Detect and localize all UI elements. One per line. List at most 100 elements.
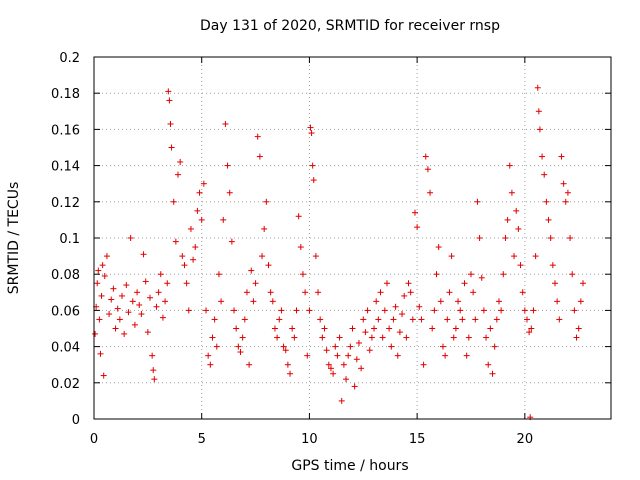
data-point: [360, 316, 367, 323]
data-point: [519, 289, 526, 296]
data-point: [358, 365, 365, 372]
axis-ticks: [93, 56, 611, 420]
data-point: [448, 253, 455, 260]
data-point: [394, 352, 401, 359]
data-point: [338, 397, 345, 404]
data-point: [140, 251, 147, 258]
x-tick-label: 20: [517, 432, 534, 447]
y-tick-labels: 0 0.02 0.04 0.06 0.08 0.1 0.12 0.14 0.16 0.18 0.2: [51, 51, 80, 428]
data-point: [564, 189, 571, 196]
data-point: [345, 352, 352, 359]
data-point: [450, 334, 457, 341]
data-point: [562, 198, 569, 205]
data-point: [284, 361, 291, 368]
data-point: [364, 307, 371, 314]
data-point: [411, 209, 418, 216]
data-point: [287, 370, 294, 377]
data-point: [442, 352, 449, 359]
data-point: [549, 262, 556, 269]
data-point: [414, 224, 421, 231]
data-point: [528, 325, 535, 332]
data-point: [560, 180, 567, 187]
x-tick-label: 0: [90, 432, 98, 447]
data-point: [317, 316, 324, 323]
data-point: [396, 329, 403, 336]
data-point: [368, 334, 375, 341]
data-point: [168, 144, 175, 151]
data-point: [307, 124, 314, 131]
data-point: [431, 307, 438, 314]
data-point: [187, 225, 194, 232]
data-point: [517, 262, 524, 269]
data-point: [233, 325, 240, 332]
data-point: [493, 316, 500, 323]
data-point: [162, 298, 169, 305]
data-point: [386, 325, 393, 332]
data-point: [362, 329, 369, 336]
data-point: [465, 334, 472, 341]
data-point: [439, 343, 446, 350]
data-point: [487, 325, 494, 332]
data-point: [547, 235, 554, 241]
data-point: [304, 352, 311, 359]
data-point: [579, 280, 586, 287]
data-point: [483, 334, 490, 341]
data-point: [474, 198, 481, 205]
data-point: [299, 271, 306, 278]
data-point: [121, 330, 128, 337]
data-point: [226, 189, 233, 196]
data-point: [261, 225, 268, 232]
data-point: [108, 296, 115, 303]
data-point: [349, 325, 356, 332]
data-point: [463, 352, 470, 359]
x-tick-label: 15: [409, 432, 426, 447]
data-point: [215, 271, 222, 278]
data-point: [123, 282, 130, 289]
data-point: [435, 244, 442, 251]
data-point: [98, 292, 105, 299]
x-tick-label: 10: [301, 432, 318, 447]
chart-title: Day 131 of 2020, SRMTID for receiver rns…: [200, 18, 500, 34]
data-point: [291, 334, 298, 341]
data-point: [151, 376, 158, 383]
data-point: [571, 307, 578, 314]
data-point: [218, 298, 225, 305]
data-point: [407, 289, 414, 296]
data-point: [355, 339, 362, 346]
data-point: [399, 311, 406, 318]
x-tick-labels: 0 5 10 15 20: [90, 432, 533, 447]
data-point: [502, 235, 509, 241]
data-point: [97, 350, 104, 357]
x-axis-label: GPS time / hours: [291, 458, 408, 474]
data-point: [222, 120, 229, 127]
data-point: [403, 334, 410, 341]
data-point: [375, 316, 382, 323]
data-point: [106, 311, 113, 318]
data-point: [125, 309, 132, 316]
data-point: [149, 352, 156, 359]
data-point: [172, 238, 179, 245]
data-point: [315, 289, 322, 296]
data-point: [526, 329, 533, 336]
data-point: [539, 153, 546, 160]
y-axis-label: SRMTID / TECUs: [6, 182, 22, 295]
data-point: [457, 307, 464, 314]
data-point: [554, 298, 561, 305]
data-point: [99, 262, 106, 269]
data-point: [472, 316, 479, 323]
data-point: [392, 303, 399, 310]
y-tick-label: 0.04: [51, 341, 80, 356]
data-point: [153, 303, 160, 310]
data-point: [535, 108, 542, 115]
data-point: [252, 280, 259, 287]
data-point: [144, 329, 151, 336]
data-point: [114, 305, 121, 312]
data-point: [532, 253, 539, 260]
data-point: [297, 244, 304, 251]
data-point: [321, 325, 328, 332]
plot-frame: [93, 56, 612, 420]
data-point: [190, 256, 197, 263]
data-point: [207, 361, 214, 368]
y-tick-label: 0.18: [51, 87, 80, 102]
